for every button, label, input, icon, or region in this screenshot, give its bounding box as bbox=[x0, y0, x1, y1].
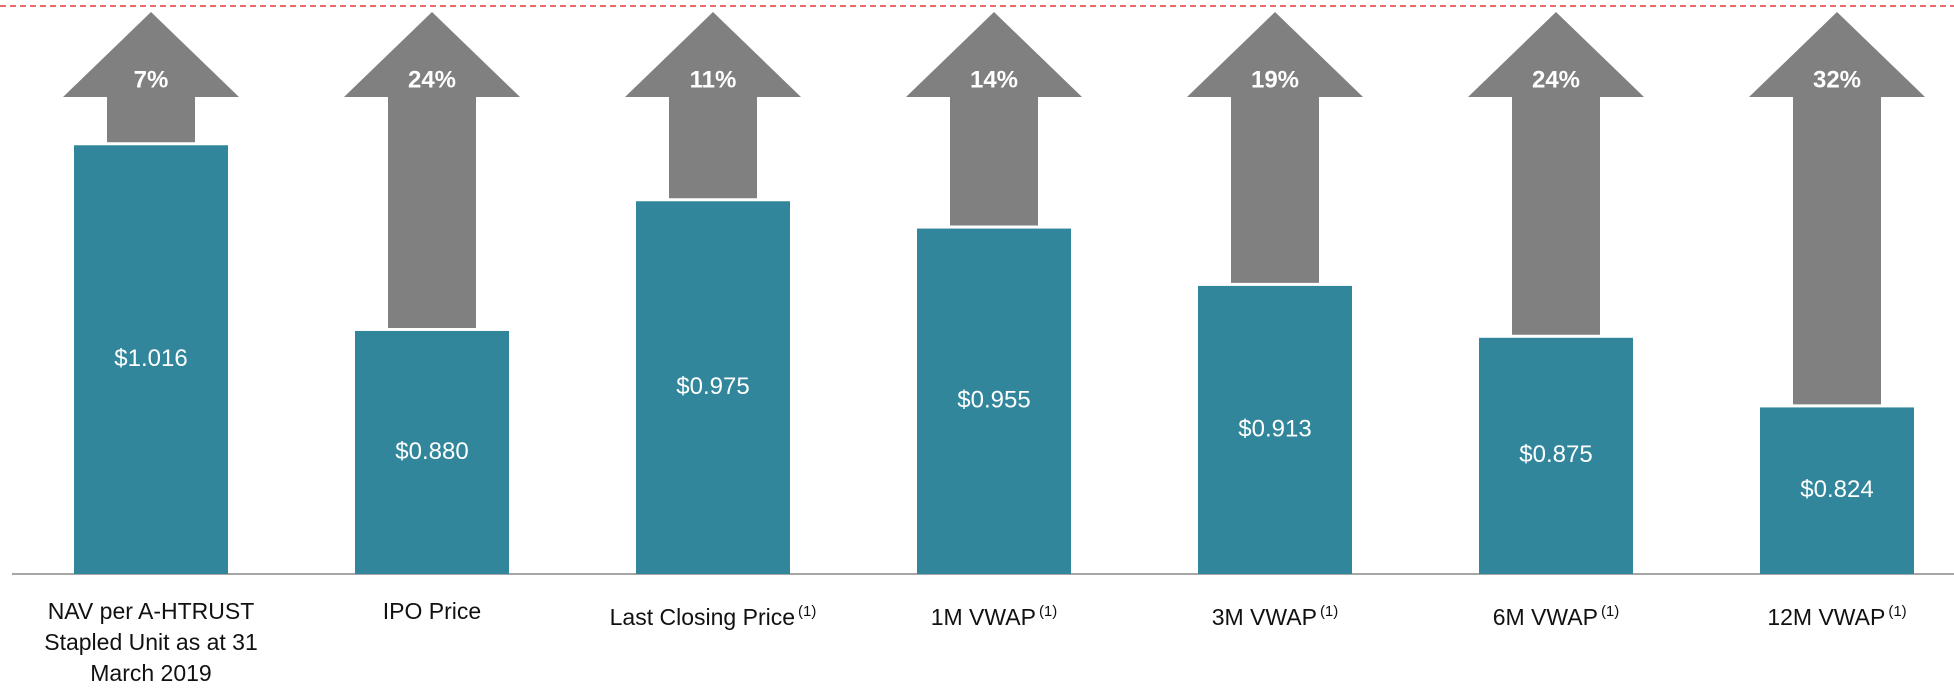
category-text: IPO Price bbox=[382, 598, 482, 624]
category-label: Last Closing Price (1) bbox=[583, 596, 843, 633]
bar-value-label: $0.975 bbox=[676, 373, 749, 400]
category-label: IPO Price bbox=[302, 596, 562, 627]
bar-value-label: $0.824 bbox=[1800, 476, 1873, 503]
premium-label: 14% bbox=[970, 66, 1018, 93]
footnote-ref: (1) bbox=[1319, 603, 1339, 620]
category-label: NAV per A-HTRUST Stapled Unit as at 31 M… bbox=[21, 596, 281, 689]
category-text: 3M VWAP bbox=[1211, 604, 1317, 630]
premium-label: 19% bbox=[1251, 66, 1299, 93]
category-text: Last Closing Price bbox=[609, 604, 795, 630]
bar bbox=[1479, 337, 1633, 574]
footnote-ref: (1) bbox=[1600, 603, 1620, 620]
premium-label: 32% bbox=[1813, 66, 1861, 93]
category-text: 6M VWAP bbox=[1492, 604, 1598, 630]
premium-arrow bbox=[906, 12, 1082, 226]
bar-value-label: $0.880 bbox=[395, 438, 468, 465]
premium-arrow bbox=[1749, 12, 1925, 405]
premium-arrow bbox=[625, 12, 801, 199]
footnote-ref: (1) bbox=[1038, 603, 1058, 620]
bar bbox=[355, 330, 509, 574]
premium-arrow bbox=[344, 12, 520, 328]
footnote-ref: (1) bbox=[1888, 603, 1907, 620]
bar bbox=[74, 145, 228, 574]
premium-label: 24% bbox=[408, 66, 456, 93]
category-text: NAV per A-HTRUST Stapled Unit as at 31 M… bbox=[44, 598, 258, 686]
bar-value-label: $0.913 bbox=[1238, 415, 1311, 442]
bar bbox=[917, 228, 1071, 575]
category-text: 1M VWAP bbox=[930, 604, 1036, 630]
bar-value-label: $0.875 bbox=[1519, 441, 1592, 468]
category-label: 6M VWAP (1) bbox=[1426, 596, 1686, 633]
premium-label: 11% bbox=[690, 66, 737, 93]
footnote-ref: (1) bbox=[798, 603, 817, 620]
premium-arrow bbox=[1468, 12, 1644, 335]
premium-arrow bbox=[63, 12, 239, 143]
bar-value-label: $1.016 bbox=[114, 345, 187, 372]
premium-label: 24% bbox=[1532, 66, 1580, 93]
category-label: 1M VWAP (1) bbox=[864, 596, 1124, 633]
premium-arrow bbox=[1187, 12, 1363, 283]
bar bbox=[1760, 407, 1914, 574]
premium-label: 7% bbox=[134, 66, 169, 93]
category-label: 3M VWAP (1) bbox=[1145, 596, 1405, 633]
bar bbox=[1198, 285, 1352, 574]
category-label: 12M VWAP (1) bbox=[1707, 596, 1954, 633]
bar-value-label: $0.955 bbox=[957, 387, 1030, 414]
category-text: 12M VWAP bbox=[1767, 604, 1886, 630]
bar bbox=[636, 201, 790, 574]
